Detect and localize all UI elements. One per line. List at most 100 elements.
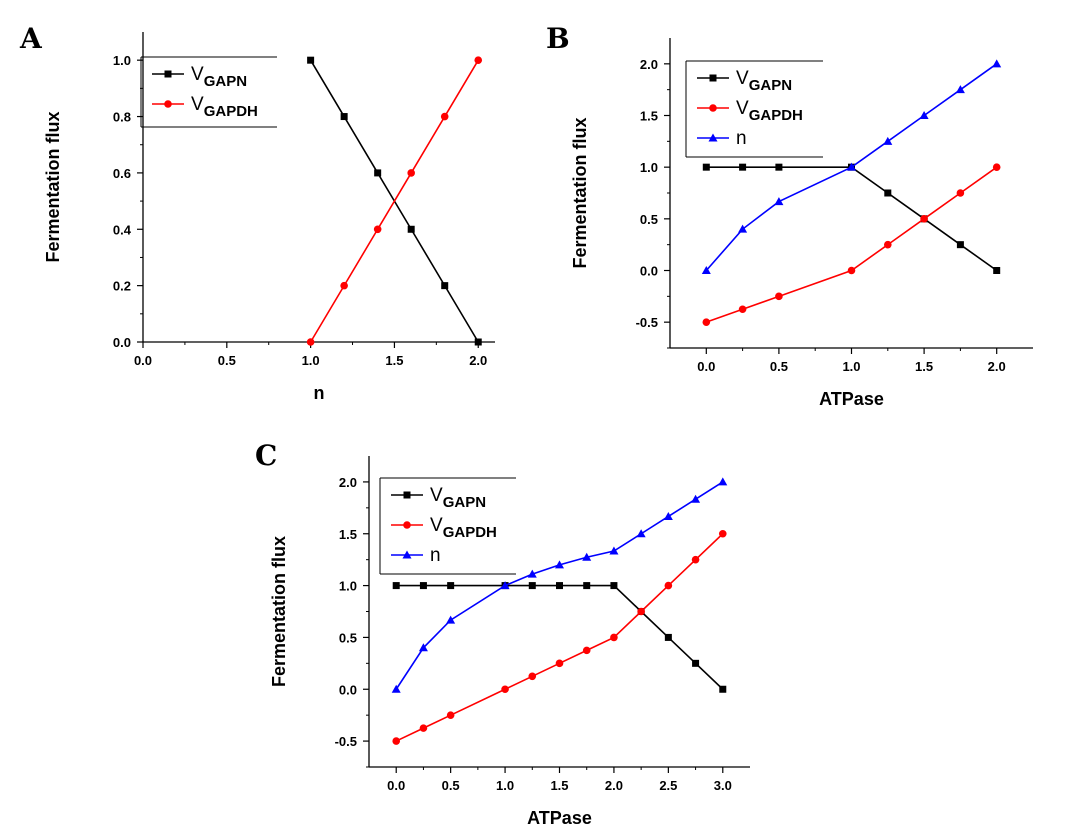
y-axis-title: Fermentation flux bbox=[570, 117, 590, 268]
legend-label: VGAPN bbox=[430, 485, 486, 511]
data-point bbox=[691, 555, 700, 564]
data-point bbox=[555, 659, 564, 668]
data-point bbox=[993, 267, 1001, 274]
y-tick-label: 2.0 bbox=[640, 57, 658, 72]
x-tick-label: 1.0 bbox=[496, 778, 514, 793]
data-point bbox=[718, 529, 727, 538]
legend: VGAPN VGAPDH n bbox=[685, 60, 823, 158]
y-tick-label: 0.0 bbox=[640, 264, 658, 279]
data-point bbox=[610, 633, 618, 642]
data-point bbox=[419, 724, 428, 732]
data-point bbox=[637, 607, 645, 616]
data-point bbox=[692, 659, 700, 667]
y-tick-label: 0.0 bbox=[339, 682, 357, 697]
x-tick-label: 1.0 bbox=[842, 359, 860, 374]
x-tick-label: 1.5 bbox=[550, 778, 568, 793]
series-line bbox=[395, 481, 724, 690]
data-point bbox=[884, 240, 892, 249]
y-tick-label: 0.6 bbox=[113, 166, 131, 181]
y-tick-label: 0.0 bbox=[113, 335, 131, 350]
data-point bbox=[919, 111, 929, 119]
data-point bbox=[407, 225, 415, 233]
data-point bbox=[663, 511, 673, 520]
data-point bbox=[340, 113, 348, 121]
legend: VGAPN VGAPDH n bbox=[379, 477, 516, 575]
series-gapn bbox=[392, 582, 727, 693]
series-n bbox=[391, 477, 728, 693]
legend-item: VGAPN bbox=[391, 485, 486, 511]
data-point bbox=[583, 582, 591, 590]
data-point bbox=[500, 581, 510, 590]
panel-letter: A bbox=[19, 22, 43, 55]
y-tick-label: 1.0 bbox=[640, 160, 658, 175]
legend-swatch-marker bbox=[709, 74, 717, 82]
data-point bbox=[528, 672, 537, 681]
data-point bbox=[340, 281, 348, 290]
data-point bbox=[373, 225, 382, 234]
data-point bbox=[609, 546, 619, 555]
legend-swatch-marker bbox=[709, 104, 717, 112]
x-tick-label: 1.0 bbox=[302, 353, 320, 368]
x-tick-label: 0.0 bbox=[697, 359, 715, 374]
data-point bbox=[407, 169, 415, 177]
y-tick-label: 1.5 bbox=[640, 109, 658, 124]
data-point bbox=[440, 112, 449, 121]
x-tick-label: 0.5 bbox=[218, 353, 236, 368]
data-point bbox=[992, 163, 1001, 171]
panel-letter: C bbox=[255, 439, 277, 472]
legend-swatch-marker bbox=[164, 70, 172, 78]
data-point bbox=[702, 318, 711, 326]
data-point bbox=[775, 292, 783, 301]
series-gapdh bbox=[702, 163, 1001, 326]
x-axis-title: ATPase bbox=[819, 389, 884, 409]
y-tick-label: -0.5 bbox=[335, 734, 357, 749]
x-tick-label: 0.5 bbox=[442, 778, 460, 793]
legend-label: VGAPDH bbox=[430, 515, 497, 541]
data-point bbox=[739, 163, 747, 171]
data-point bbox=[701, 266, 711, 274]
x-tick-label: 0.0 bbox=[134, 353, 152, 368]
data-point bbox=[775, 163, 783, 171]
series-line bbox=[395, 533, 724, 742]
legend-label: VGAPN bbox=[191, 64, 247, 90]
legend-item: VGAPDH bbox=[697, 98, 803, 124]
series-gapdh bbox=[306, 56, 483, 346]
legend-item: n bbox=[391, 545, 441, 566]
data-point bbox=[555, 560, 564, 569]
legend: VGAPN VGAPDH bbox=[140, 56, 277, 128]
legend-item: VGAPN bbox=[697, 68, 792, 94]
x-tick-label: 2.0 bbox=[605, 778, 623, 793]
legend-swatch-marker bbox=[164, 100, 172, 108]
y-tick-label: 0.5 bbox=[339, 630, 357, 645]
data-point bbox=[664, 581, 673, 590]
data-point bbox=[582, 646, 591, 655]
data-point bbox=[883, 136, 893, 145]
data-point bbox=[636, 529, 646, 538]
x-tick-label: 2.0 bbox=[988, 359, 1006, 374]
legend-label: VGAPN bbox=[736, 68, 792, 94]
x-tick-label: 0.0 bbox=[387, 778, 405, 793]
x-tick-label: 3.0 bbox=[714, 778, 732, 793]
data-point bbox=[956, 241, 964, 249]
axes: 0.0 0.5 1.0 1.5 2.0 2.5 3.0 -0.5 0.0 0.5 1.0 1.5 2.0… bbox=[269, 456, 750, 828]
y-tick-label: 0.2 bbox=[113, 279, 131, 294]
y-tick-label: 0.4 bbox=[113, 222, 132, 237]
data-point bbox=[956, 189, 965, 197]
data-point bbox=[664, 633, 672, 641]
data-point bbox=[392, 737, 401, 745]
legend-label: n bbox=[736, 128, 747, 149]
data-point bbox=[847, 266, 856, 275]
x-tick-label: 0.5 bbox=[770, 359, 788, 374]
axes: 0.0 0.5 1.0 1.5 2.0 -0.5 0.0 0.5 1.0 1.5 2.0 ATPase… bbox=[570, 38, 1033, 409]
legend-item: VGAPN bbox=[152, 64, 247, 90]
x-tick-label: 1.5 bbox=[915, 359, 933, 374]
legend-item: VGAPDH bbox=[152, 94, 258, 120]
data-point bbox=[419, 582, 427, 590]
y-tick-label: 1.5 bbox=[339, 527, 357, 542]
data-point bbox=[582, 552, 592, 561]
x-axis-title: ATPase bbox=[527, 808, 592, 828]
series-n bbox=[701, 59, 1002, 274]
data-point bbox=[702, 163, 710, 171]
y-tick-label: 0.8 bbox=[113, 110, 131, 125]
data-point bbox=[774, 197, 784, 206]
